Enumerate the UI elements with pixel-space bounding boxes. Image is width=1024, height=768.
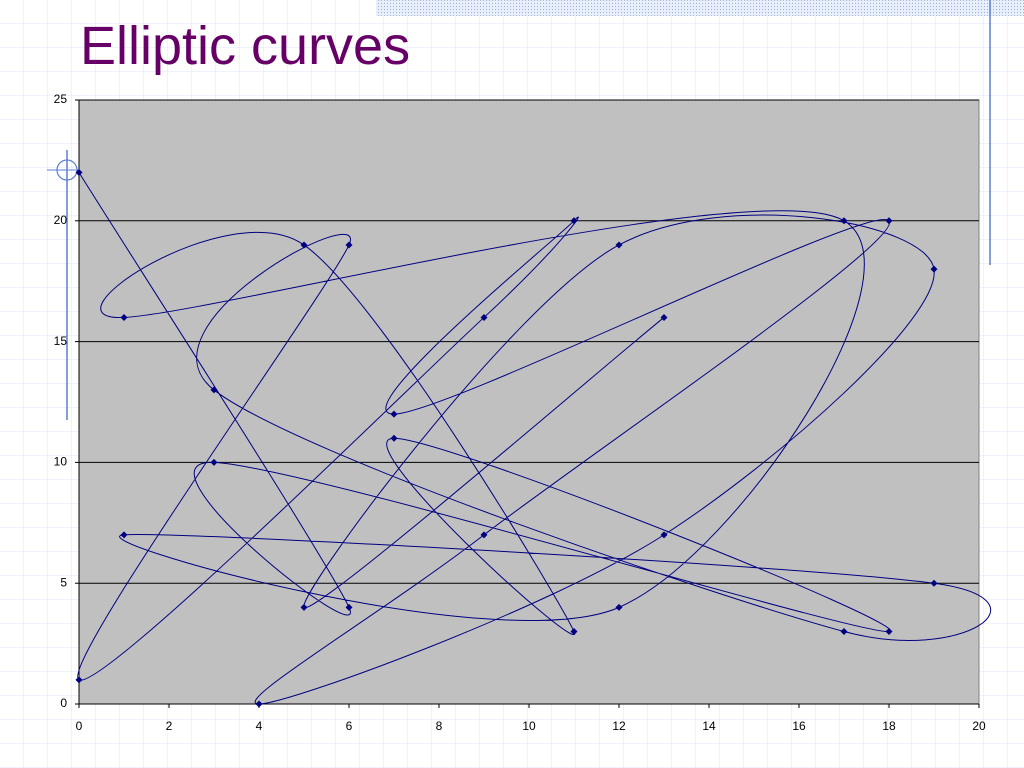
y-tick-label: 25: [54, 92, 68, 106]
point: [660, 531, 668, 539]
point: [75, 168, 83, 176]
point: [345, 241, 353, 249]
point: [570, 217, 578, 225]
decor-bar: [376, 0, 1024, 16]
point: [75, 676, 83, 684]
point: [255, 700, 263, 708]
x-tick-label: 16: [792, 719, 806, 733]
point: [885, 628, 893, 636]
x-tick-label: 18: [882, 719, 896, 733]
x-tick-label: 20: [972, 719, 986, 733]
point: [840, 628, 848, 636]
point: [120, 313, 128, 321]
x-tick-label: 4: [256, 719, 263, 733]
point: [570, 628, 578, 636]
series-line: [77, 172, 992, 705]
chart: 0 5 10 15 20 25 0 2 4 6 8 10 12 14 16 18 20: [54, 92, 992, 733]
decor-circle: [56, 159, 78, 181]
x-tick-label: 2: [166, 719, 173, 733]
y-tick-label: 20: [54, 213, 68, 227]
plot-area: [78, 99, 980, 705]
point: [300, 241, 308, 249]
slide-title: Elliptic curves: [80, 16, 410, 76]
point: [210, 458, 218, 466]
point: [480, 313, 488, 321]
point: [210, 386, 218, 394]
y-tick-label: 10: [54, 455, 68, 469]
point: [885, 217, 893, 225]
x-tick-label: 14: [702, 719, 716, 733]
y-tick-label: 5: [60, 575, 67, 589]
x-tick-label: 10: [522, 719, 536, 733]
point: [120, 531, 128, 539]
x-tick-label: 0: [76, 719, 83, 733]
point: [480, 531, 488, 539]
point: [390, 410, 398, 418]
x-tick-label: 6: [346, 719, 353, 733]
point: [615, 603, 623, 611]
point: [390, 434, 398, 442]
point: [930, 265, 938, 273]
point: [660, 313, 668, 321]
point: [300, 603, 308, 611]
y-tick-label: 15: [54, 334, 68, 348]
point: [345, 603, 353, 611]
x-tick-label: 8: [436, 719, 443, 733]
point: [615, 241, 623, 249]
point: [840, 217, 848, 225]
y-tick-label: 0: [60, 696, 67, 710]
x-tick-label: 12: [612, 719, 626, 733]
point: [930, 579, 938, 587]
